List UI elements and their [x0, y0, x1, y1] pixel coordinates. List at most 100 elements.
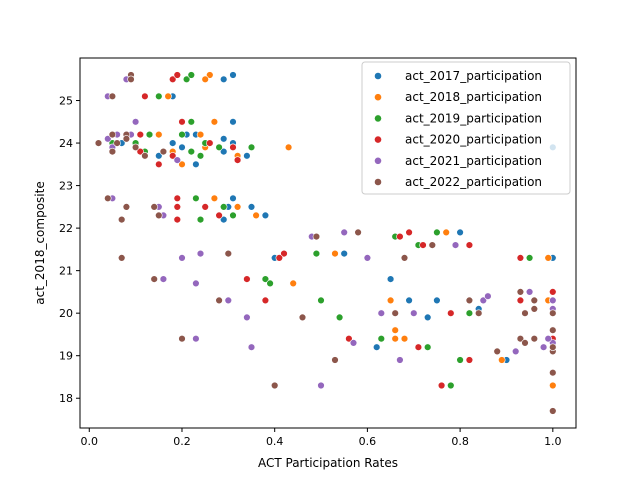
data-point — [173, 203, 182, 211]
data-point — [391, 309, 399, 317]
data-point — [215, 296, 223, 305]
data-point — [479, 296, 487, 305]
legend-marker — [374, 135, 382, 144]
y-tick-label: 20 — [59, 307, 73, 320]
data-point — [173, 156, 182, 164]
data-point — [447, 309, 455, 317]
data-point — [549, 326, 557, 334]
data-point — [396, 232, 404, 241]
data-point — [196, 215, 205, 224]
data-point — [210, 194, 219, 203]
data-point — [400, 335, 409, 343]
data-point — [405, 296, 413, 305]
data-point — [363, 254, 372, 262]
data-point — [136, 130, 145, 139]
data-point — [261, 296, 270, 305]
data-point — [178, 143, 186, 152]
data-point — [122, 203, 131, 211]
data-point — [386, 296, 395, 305]
data-point — [335, 313, 344, 322]
y-axis-label: act_2018_composite — [33, 181, 47, 304]
data-point — [182, 75, 191, 84]
data-point — [549, 288, 557, 296]
data-point — [549, 407, 557, 415]
data-point — [433, 296, 441, 305]
y-tick-label: 23 — [59, 180, 73, 193]
data-point — [317, 381, 325, 390]
data-point — [511, 347, 520, 356]
data-point — [169, 139, 177, 147]
data-point — [340, 249, 348, 258]
data-point — [113, 139, 121, 147]
data-point — [178, 130, 186, 139]
data-point — [530, 335, 538, 343]
data-point — [201, 203, 209, 211]
data-point — [252, 211, 260, 220]
data-point — [521, 309, 529, 317]
data-point — [475, 309, 483, 317]
data-point — [331, 356, 339, 364]
data-point — [451, 241, 460, 249]
data-point — [465, 356, 474, 364]
data-point — [377, 335, 385, 343]
data-point — [530, 305, 538, 313]
data-point — [317, 296, 325, 305]
data-point — [164, 92, 172, 101]
legend-label: act_2018_participation — [405, 90, 542, 104]
data-point — [405, 228, 413, 237]
data-point — [229, 143, 237, 152]
data-point — [141, 92, 149, 101]
data-point — [340, 228, 348, 237]
points-layer — [94, 71, 557, 415]
legend-label: act_2017_participation — [405, 69, 542, 83]
data-point — [516, 254, 525, 262]
data-point — [243, 313, 251, 322]
data-point — [155, 211, 163, 220]
y-tick-label: 25 — [59, 95, 73, 108]
x-axis-label: ACT Participation Rates — [258, 456, 398, 470]
legend-marker — [374, 72, 382, 80]
data-point — [410, 309, 418, 317]
legend-label: act_2021_participation — [405, 154, 542, 168]
x-tick-label: 0.2 — [173, 435, 191, 448]
data-point — [192, 194, 200, 203]
data-point — [284, 143, 293, 152]
data-point — [298, 313, 307, 322]
legend-label: act_2019_participation — [405, 111, 542, 125]
data-point — [424, 343, 432, 351]
data-point — [210, 118, 219, 126]
data-point — [173, 71, 182, 79]
x-tick-label: 0.6 — [359, 435, 377, 448]
legend-marker — [374, 114, 382, 123]
data-point — [544, 335, 552, 343]
data-point — [159, 147, 168, 156]
data-point — [465, 241, 474, 249]
data-point — [173, 194, 182, 203]
data-point — [215, 143, 223, 152]
data-point — [192, 335, 200, 343]
data-point — [549, 343, 557, 351]
data-point — [400, 254, 409, 262]
data-point — [155, 160, 163, 169]
data-point — [108, 147, 117, 156]
data-point — [150, 275, 158, 283]
data-point — [141, 152, 149, 160]
data-point — [206, 139, 214, 147]
x-tick-label: 0.8 — [451, 435, 469, 448]
data-point — [117, 215, 126, 224]
data-point — [396, 356, 404, 364]
data-point — [354, 228, 362, 237]
y-tick-label: 24 — [59, 137, 73, 150]
data-point — [150, 203, 158, 211]
data-point — [173, 215, 182, 224]
data-point — [196, 249, 205, 258]
data-point — [247, 203, 256, 211]
data-point — [169, 152, 177, 160]
data-point — [155, 92, 163, 101]
data-point — [539, 343, 548, 351]
data-point — [456, 356, 464, 364]
data-point — [312, 249, 321, 258]
data-point — [549, 381, 557, 390]
data-point — [155, 130, 163, 139]
data-point — [220, 203, 228, 211]
